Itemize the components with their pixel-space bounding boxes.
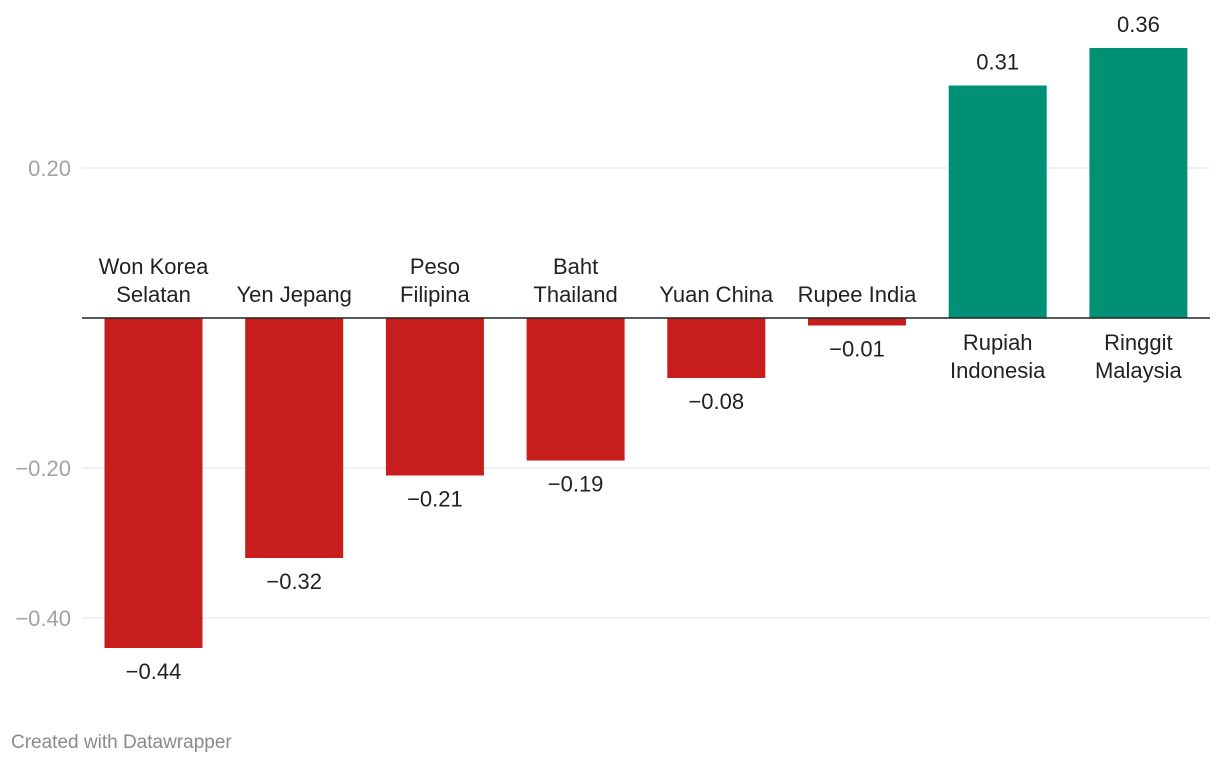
- value-label: −0.08: [688, 389, 744, 414]
- category-label-line: Selatan: [116, 282, 191, 307]
- category-label: Rupiah Indonesia: [950, 330, 1046, 383]
- bar: [245, 318, 344, 558]
- y-tick-label: −0.20: [15, 456, 71, 481]
- bars: [104, 48, 1188, 648]
- category-label: Won Korea Selatan: [99, 254, 209, 307]
- category-label: Yuan China: [659, 282, 774, 307]
- category-label-line: Malaysia: [1095, 358, 1183, 383]
- value-label: −0.01: [829, 337, 885, 362]
- category-label: Yen Jepang: [236, 282, 351, 307]
- category-label: Peso Filipina: [400, 254, 470, 307]
- y-tick-label: −0.40: [15, 606, 71, 631]
- bar: [526, 318, 625, 461]
- bar: [385, 318, 484, 476]
- value-label: −0.21: [407, 487, 463, 512]
- category-label-line: Yen Jepang: [236, 282, 351, 307]
- bar: [808, 318, 906, 326]
- value-label: 0.36: [1117, 12, 1160, 37]
- category-label: Baht Thailand: [533, 254, 617, 307]
- category-label: Rupee India: [798, 282, 917, 307]
- category-label-line: Yuan China: [659, 282, 774, 307]
- bar: [1089, 48, 1188, 318]
- credit-text: Created with Datawrapper: [11, 732, 232, 753]
- value-label: −0.44: [126, 659, 182, 684]
- category-label-line: Peso: [410, 254, 460, 279]
- category-label-line: Indonesia: [950, 358, 1046, 383]
- bar: [948, 85, 1047, 318]
- category-label: Ringgit Malaysia: [1095, 330, 1183, 383]
- category-label-line: Rupiah: [963, 330, 1033, 355]
- bar-chart: 0.20 −0.20 −0.40 −0.44 Won Korea Selatan −0.32…: [15, 12, 1210, 684]
- value-label: 0.31: [976, 50, 1019, 75]
- category-label-line: Filipina: [400, 282, 470, 307]
- bar: [667, 318, 766, 378]
- category-label-line: Baht: [553, 254, 598, 279]
- category-label-line: Thailand: [533, 282, 617, 307]
- value-label: −0.32: [266, 569, 322, 594]
- category-label-line: Rupee India: [798, 282, 917, 307]
- category-label-line: Won Korea: [99, 254, 209, 279]
- y-tick-label: 0.20: [28, 156, 71, 181]
- bar: [104, 318, 203, 648]
- category-label-line: Ringgit: [1104, 330, 1172, 355]
- labels: 0.20 −0.20 −0.40 −0.44 Won Korea Selatan −0.32…: [15, 12, 1210, 684]
- value-label: −0.19: [548, 472, 604, 497]
